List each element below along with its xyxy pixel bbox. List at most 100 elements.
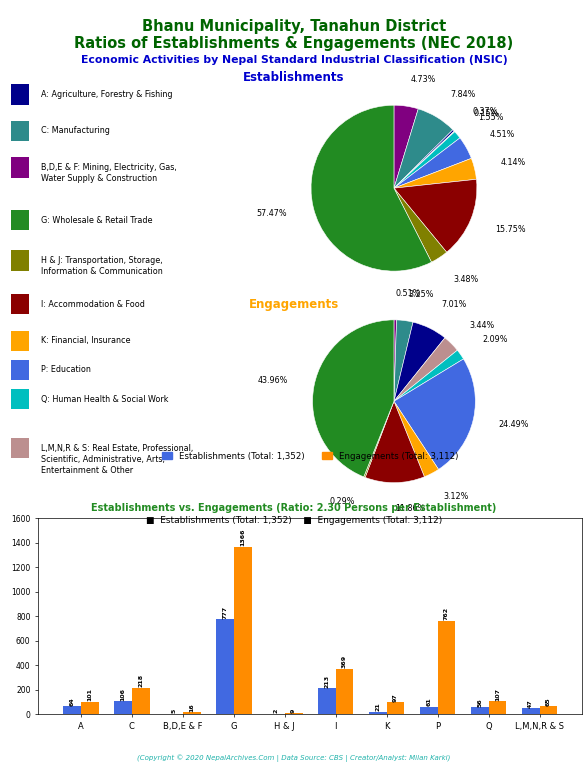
Text: 4.73%: 4.73% — [410, 75, 436, 84]
Wedge shape — [394, 179, 477, 252]
Wedge shape — [394, 359, 475, 469]
FancyBboxPatch shape — [11, 210, 29, 230]
Text: K: Financial, Insurance: K: Financial, Insurance — [41, 336, 131, 345]
Text: 9: 9 — [291, 708, 296, 713]
FancyBboxPatch shape — [11, 157, 29, 177]
Bar — [216, 619, 233, 714]
Text: 0.15%: 0.15% — [474, 109, 499, 118]
Bar — [420, 707, 437, 714]
Text: 61: 61 — [426, 697, 431, 706]
Wedge shape — [365, 401, 425, 482]
Wedge shape — [311, 105, 432, 271]
Text: 2: 2 — [273, 709, 278, 713]
Bar — [540, 707, 557, 714]
Text: L,M,N,R & S: Real Estate, Professional,
Scientific, Administrative, Arts,
Entert: L,M,N,R & S: Real Estate, Professional, … — [41, 444, 193, 475]
Bar — [233, 547, 252, 714]
Text: (Copyright © 2020 NepalArchives.Com | Data Source: CBS | Creator/Analyst: Milan : (Copyright © 2020 NepalArchives.Com | Da… — [138, 754, 450, 762]
FancyBboxPatch shape — [11, 360, 29, 380]
FancyBboxPatch shape — [11, 84, 29, 104]
Text: 369: 369 — [342, 655, 347, 668]
FancyBboxPatch shape — [11, 121, 29, 141]
Text: 21: 21 — [375, 702, 380, 711]
Wedge shape — [394, 319, 396, 401]
Text: 11.86%: 11.86% — [395, 505, 425, 513]
FancyBboxPatch shape — [11, 389, 29, 409]
Bar — [387, 703, 405, 714]
Text: 4.14%: 4.14% — [500, 158, 526, 167]
Text: 2.09%: 2.09% — [482, 335, 507, 344]
Text: 4.51%: 4.51% — [490, 131, 515, 139]
Text: 3.48%: 3.48% — [454, 275, 479, 284]
Wedge shape — [364, 401, 394, 478]
Wedge shape — [394, 131, 455, 188]
Wedge shape — [394, 109, 453, 188]
Text: G: Wholesale & Retail Trade: G: Wholesale & Retail Trade — [41, 216, 153, 225]
Text: Bhanu Municipality, Tanahun District: Bhanu Municipality, Tanahun District — [142, 19, 446, 35]
Text: 15.75%: 15.75% — [495, 225, 526, 234]
Text: Economic Activities by Nepal Standard Industrial Classification (NSIC): Economic Activities by Nepal Standard In… — [81, 55, 507, 65]
Wedge shape — [394, 132, 460, 188]
Text: H & J: Transportation, Storage,
Information & Communication: H & J: Transportation, Storage, Informat… — [41, 256, 163, 276]
Text: 16: 16 — [189, 703, 194, 712]
Wedge shape — [394, 158, 476, 188]
Text: P: Education: P: Education — [41, 366, 91, 374]
Text: Establishments: Establishments — [243, 71, 345, 84]
Text: 777: 777 — [222, 605, 228, 618]
Text: Establishments vs. Engagements (Ratio: 2.30 Persons per Establishment): Establishments vs. Engagements (Ratio: 2… — [91, 503, 497, 513]
Wedge shape — [394, 130, 454, 188]
FancyBboxPatch shape — [11, 294, 29, 314]
Bar — [369, 712, 387, 714]
Legend: Establishments (Total: 1,352), Engagements (Total: 3,112): Establishments (Total: 1,352), Engagemen… — [158, 449, 462, 464]
Text: 3.44%: 3.44% — [470, 321, 495, 329]
Text: 107: 107 — [495, 687, 500, 700]
Wedge shape — [394, 105, 418, 188]
Bar — [132, 687, 149, 714]
Text: 106: 106 — [121, 687, 125, 700]
Bar — [489, 701, 506, 714]
Bar — [336, 669, 353, 714]
Text: C: Manufacturing: C: Manufacturing — [41, 127, 110, 135]
Bar — [114, 701, 132, 714]
Bar — [471, 707, 489, 714]
FancyBboxPatch shape — [11, 331, 29, 351]
Text: ■  Establishments (Total: 1,352)    ■  Engagements (Total: 3,112): ■ Establishments (Total: 1,352) ■ Engage… — [146, 516, 442, 525]
Text: A: Agriculture, Forestry & Fishing: A: Agriculture, Forestry & Fishing — [41, 90, 173, 99]
Text: 56: 56 — [477, 698, 482, 707]
Text: 0.29%: 0.29% — [329, 497, 355, 506]
Bar — [81, 702, 99, 714]
Bar — [522, 709, 540, 714]
Text: 7.01%: 7.01% — [442, 300, 467, 310]
Text: 7.84%: 7.84% — [450, 90, 476, 99]
Bar — [318, 688, 336, 714]
Text: 218: 218 — [138, 674, 143, 687]
Bar — [63, 707, 81, 714]
Bar — [285, 713, 302, 714]
Text: 1366: 1366 — [240, 529, 245, 546]
Text: 0.51%: 0.51% — [396, 290, 421, 298]
Text: 1.55%: 1.55% — [477, 113, 503, 122]
FancyBboxPatch shape — [11, 439, 29, 458]
Text: Q: Human Health & Social Work: Q: Human Health & Social Work — [41, 395, 169, 403]
Text: 24.49%: 24.49% — [499, 421, 529, 429]
Wedge shape — [313, 319, 394, 477]
Wedge shape — [394, 138, 472, 188]
Wedge shape — [394, 320, 413, 401]
Text: Engagements: Engagements — [249, 298, 339, 311]
Text: Ratios of Establishments & Engagements (NEC 2018): Ratios of Establishments & Engagements (… — [74, 36, 514, 51]
Text: 762: 762 — [444, 607, 449, 621]
Text: 57.47%: 57.47% — [257, 209, 288, 218]
Text: 47: 47 — [528, 699, 533, 708]
Text: 97: 97 — [393, 693, 398, 702]
Wedge shape — [394, 188, 447, 262]
Text: 3.25%: 3.25% — [408, 290, 434, 300]
Text: 3.12%: 3.12% — [444, 492, 469, 501]
Text: 101: 101 — [87, 688, 92, 701]
Text: 0.37%: 0.37% — [473, 108, 498, 117]
Text: 213: 213 — [324, 674, 329, 687]
FancyBboxPatch shape — [11, 250, 29, 270]
Wedge shape — [394, 322, 445, 401]
Text: B,D,E & F: Mining, Electricity, Gas,
Water Supply & Construction: B,D,E & F: Mining, Electricity, Gas, Wat… — [41, 163, 177, 183]
Wedge shape — [394, 401, 439, 477]
Text: 43.96%: 43.96% — [258, 376, 289, 386]
Bar — [183, 712, 201, 714]
